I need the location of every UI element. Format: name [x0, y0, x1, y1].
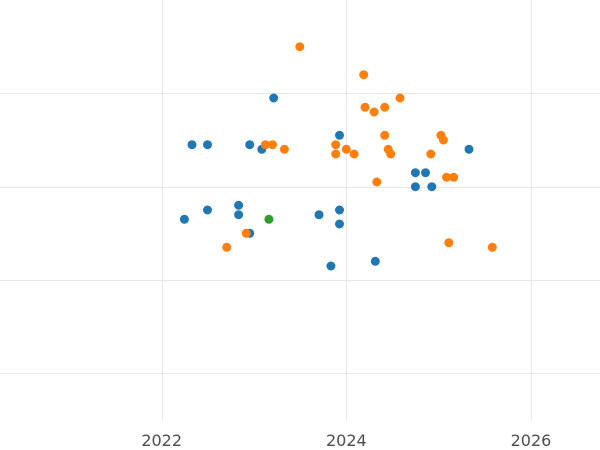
- scatter-point: [426, 149, 436, 159]
- scatter-point: [331, 140, 341, 150]
- scatter-point: [260, 140, 270, 150]
- scatter-point: [335, 130, 344, 140]
- scatter-point: [487, 242, 497, 252]
- x-tick-label: 2026: [511, 431, 552, 450]
- scatter-point: [370, 256, 380, 266]
- x-tick-labels: 2022 2024 2026: [141, 431, 551, 450]
- scatter-point: [279, 144, 289, 154]
- x-tick-label: 2024: [326, 431, 367, 450]
- scatter-point: [241, 228, 251, 238]
- scatter-point: [268, 140, 277, 150]
- scatter-point: [264, 214, 274, 224]
- scatter-point: [341, 144, 351, 154]
- scatter-point: [234, 200, 244, 210]
- scatter-point: [203, 205, 212, 215]
- grid: [0, 0, 600, 420]
- scatter-point: [369, 107, 379, 117]
- scatter-point: [449, 172, 459, 182]
- scatter-point: [372, 177, 382, 187]
- scatter-point: [269, 93, 279, 103]
- scatter-point: [203, 140, 212, 150]
- scatter-point: [380, 102, 390, 112]
- x-tick-label: 2022: [141, 431, 182, 450]
- scatter-point: [359, 70, 369, 80]
- scatter-point: [295, 42, 305, 52]
- scatter-point: [444, 238, 454, 248]
- scatter-point: [442, 172, 451, 182]
- scatter-point: [179, 214, 189, 224]
- scatter-point: [335, 219, 344, 229]
- scatter-point: [427, 182, 437, 192]
- data-points: [179, 42, 497, 271]
- scatter-point: [464, 144, 474, 154]
- scatter-point: [438, 135, 448, 145]
- scatter-point: [395, 93, 405, 103]
- scatter-point: [245, 140, 255, 150]
- scatter-point: [187, 140, 197, 150]
- scatter-point: [326, 261, 336, 271]
- scatter-point: [421, 168, 430, 178]
- scatter-point: [410, 182, 420, 192]
- scatter-point: [331, 149, 341, 159]
- scatter-point: [349, 149, 359, 159]
- scatter-point: [234, 210, 244, 220]
- scatter-point: [222, 242, 232, 252]
- scatter-point: [335, 205, 344, 215]
- scatter-point: [410, 168, 420, 178]
- scatter-point: [380, 130, 390, 140]
- scatter-point: [386, 149, 396, 159]
- scatter-point: [360, 102, 370, 112]
- scatter-point: [314, 210, 324, 220]
